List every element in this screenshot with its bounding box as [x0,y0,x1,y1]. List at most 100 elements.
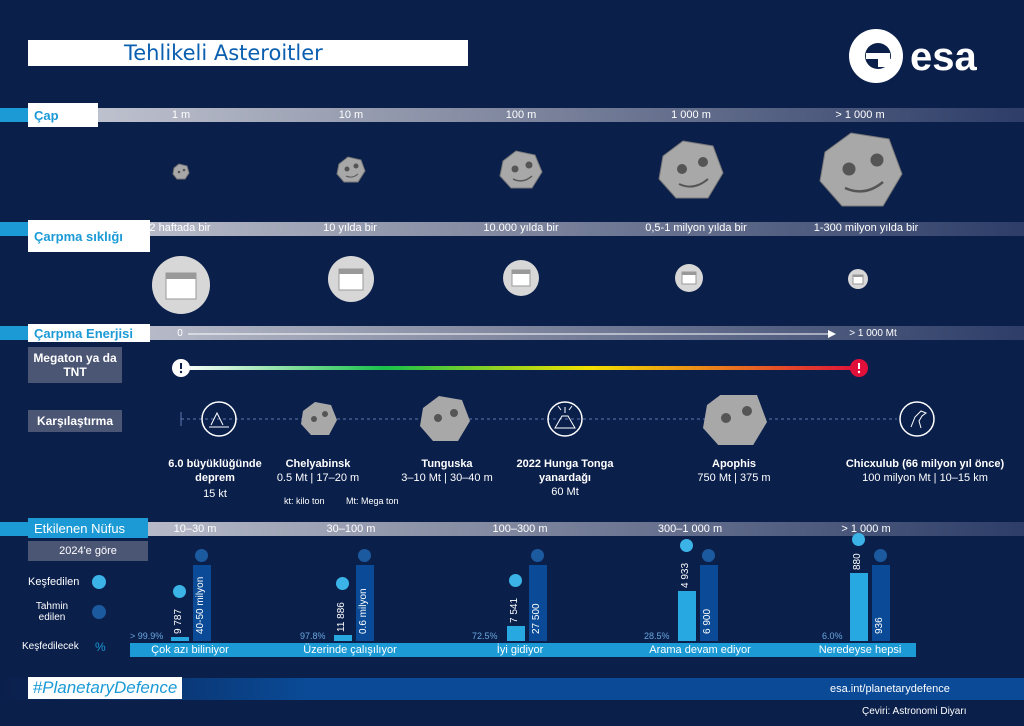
unit-box-label: Megaton ya da TNT [33,351,117,379]
comparison-item: 6.0 büyüklüğünde deprem 15 kt [150,457,280,501]
unit-box: Megaton ya da TNT [28,347,122,383]
energy-axis-start: 0 [177,328,183,339]
logo-text: esa [910,35,977,79]
title-box: Tehlikeli Asteroitler [28,40,468,66]
hashtag: #PlanetaryDefence [28,677,182,699]
size-label: 100 m [505,109,537,121]
comparison-item-value: 15 kt [203,488,227,500]
volcano-icon [547,401,583,437]
energy-tag [0,326,28,340]
comparison-label-box: Karşılaştırma [28,410,122,432]
status-label: Neredeyse hepsi [818,644,902,656]
discovered-bar [334,634,352,641]
comparison-item: 2022 Hunga Tonga yanardağı 60 Mt [505,457,625,499]
to-discover-percent: 97.8% [300,631,326,641]
frequency-value: 1-300 milyon yılda bir [813,222,919,234]
page-title: Tehlikeli Asteroitler [124,41,323,65]
discovered-value: 7 541 [509,597,520,623]
dinosaur-icon [899,401,935,437]
comparison-item-value: 100 milyon Mt | 10–15 km [862,472,988,484]
discovered-bar [171,637,189,641]
asteroid-icon [336,156,366,183]
discovered-value: 11 886 [336,602,347,632]
note-kt: kt: kilo ton [284,496,325,506]
to-discover-percent: 28.5% [644,631,670,641]
energy-band [28,326,1024,340]
frequency-tag [0,222,28,236]
estimated-bar [529,565,547,641]
frequency-band [28,222,1024,236]
status-bar: Çok azı biliniyor Üzerinde çalışılıyor İ… [130,643,916,657]
energy-label: Çarpma Enerjisi [34,325,133,341]
population-label-box: Etkilenen Nüfus [28,518,148,538]
range-label: 300–1 000 m [657,523,723,535]
asteroid-icon [172,163,190,180]
legend-percent-symbol: % [95,640,106,654]
comparison-item: Apophis 750 Mt | 375 m [674,457,794,485]
frequency-value: 2 haftada bir [149,222,211,234]
diameter-label-box: Çap [28,103,98,127]
estimated-value: 936 [874,617,885,634]
warning-icon-low [172,359,190,377]
size-label: > 1 000 m [835,109,885,121]
estimated-bar [356,565,374,641]
size-label: 1 000 m [671,109,711,121]
estimated-bar [872,565,890,641]
comparison-item: Tunguska 3–10 Mt | 30–40 m [382,457,512,485]
comparison-item: Chicxulub (66 milyon yıl önce) 100 milyo… [830,457,1020,485]
estimated-asteroid-icon [874,549,887,562]
frequency-label-box: Çarpma sıklığı [28,220,150,252]
asteroid-icon [658,140,724,199]
discovered-asteroid-icon [852,532,865,546]
comparison-item: Chelyabinsk 0.5 Mt | 17–20 m [258,457,378,485]
chelyabinsk-asteroid-icon [301,402,337,435]
size-label: 10 m [338,109,364,121]
to-discover-percent: 72.5% [472,631,498,641]
estimated-value: 40-50 milyon [195,576,206,634]
range-label: 10–30 m [173,523,217,535]
legend-discovered-label: Keşfedilen [28,576,80,588]
comparison-item-name: Apophis [712,458,756,470]
population-tag [0,522,28,536]
legend-to-discover-label: Keşfedilecek [22,641,79,652]
frequency-value: 10 yılda bir [323,222,377,234]
calendar-icon [848,269,868,289]
diameter-band [28,108,1024,122]
estimated-bar [193,565,211,641]
frequency-label: Çarpma sıklığı [34,228,123,244]
note-mt: Mt: Mega ton [346,496,399,506]
estimated-bar [700,565,718,641]
status-label: Üzerinde çalışılıyor [303,644,397,656]
comparison-item-name: 2022 Hunga Tonga yanardağı [516,458,614,484]
esa-logo: esa [848,28,998,84]
discovered-bar [850,572,868,641]
calendar-icon [328,256,374,302]
discovered-bar [678,590,696,641]
legend-estimated-label: Tahmin edilen [35,601,69,623]
comparison-item-name: Chicxulub (66 milyon yıl önce) [845,458,1005,470]
discovered-asteroid-icon [173,585,186,598]
size-label: 1 m [171,109,191,121]
comparison-item-name: Chelyabinsk [285,458,351,470]
status-label: İyi gidiyor [496,644,544,656]
asteroid-icon [499,150,543,189]
comparison-row [180,395,935,445]
comparison-item-value: 3–10 Mt | 30–40 m [401,472,493,484]
discovered-bar [507,625,525,641]
range-label: 30–100 m [326,523,376,535]
footer-bar [0,678,1024,700]
comparison-item-name: 6.0 büyüklüğünde deprem [168,458,262,484]
calendar-icon [675,264,703,292]
comparison-item-value: 0.5 Mt | 17–20 m [276,472,360,484]
apophis-asteroid-icon [703,395,767,445]
to-discover-percent: 6.0% [822,631,843,641]
warning-icon-high [850,359,868,377]
footer-url[interactable]: esa.int/planetarydefence [830,683,950,695]
calendar-row [152,256,868,314]
comparison-item-value: 60 Mt [551,486,579,498]
range-label: > 1 000 m [841,523,891,535]
estimated-value: 27 500 [531,603,542,634]
to-discover-percent: > 99.9% [130,631,164,641]
comparison-label: Karşılaştırma [36,414,114,428]
